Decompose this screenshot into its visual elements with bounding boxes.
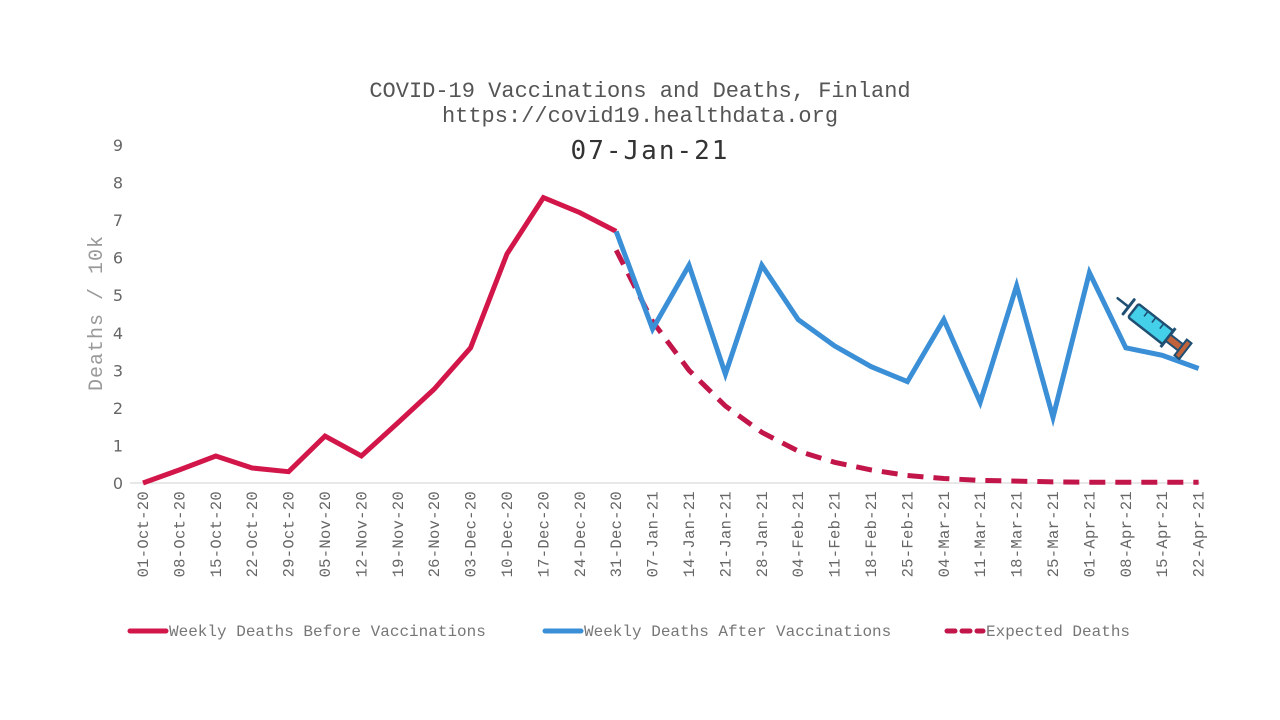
legend-item: Expected Deaths: [944, 623, 1130, 641]
x-tick-label: 18-Feb-21: [863, 491, 881, 577]
y-tick-label: 6: [113, 249, 123, 268]
chart-subtitle: https://covid19.healthdata.org: [442, 104, 838, 129]
x-tick-label: 15-Apr-21: [1154, 491, 1172, 577]
legend-item: Weekly Deaths Before Vaccinations: [127, 623, 486, 641]
y-tick-label: 0: [113, 474, 123, 493]
x-tick-label: 08-Oct-20: [171, 491, 189, 577]
legend: Weekly Deaths Before Vaccinations Weekly …: [127, 623, 1130, 641]
x-tick-label: 12-Nov-20: [353, 491, 371, 577]
x-tick-label: 24-Dec-20: [572, 491, 590, 577]
x-tick-label: 31-Dec-20: [608, 491, 626, 577]
chart-header: COVID-19 Vaccinations and Deaths, Finlan…: [369, 79, 910, 166]
x-tick-label: 08-Apr-21: [1118, 491, 1136, 577]
legend-label: Expected Deaths: [986, 623, 1130, 641]
y-tick-label: 2: [113, 399, 123, 418]
x-tick-label: 25-Feb-21: [899, 491, 917, 577]
x-tick-label: 19-Nov-20: [390, 491, 408, 577]
legend-label: Weekly Deaths Before Vaccinations: [169, 623, 486, 641]
x-tick-label: 22-Apr-21: [1191, 491, 1209, 577]
x-tick-label: 25-Mar-21: [1045, 491, 1063, 577]
y-axis-label: Deaths / 10k: [86, 235, 109, 391]
y-tick-label: 5: [113, 286, 123, 305]
y-axis-ticks: 0 1 2 3 4 5 6 7 8 9: [113, 136, 123, 493]
x-axis-ticks: 01-Oct-20 08-Oct-20 15-Oct-20 22-Oct-20 29-O…: [135, 491, 1209, 577]
y-tick-label: 9: [113, 136, 123, 155]
series-line-1: [613, 230, 1200, 428]
y-tick-label: 1: [113, 436, 123, 455]
x-tick-label: 11-Feb-21: [827, 491, 845, 577]
x-tick-label: 01-Oct-20: [135, 491, 153, 577]
x-tick-label: 14-Jan-21: [681, 491, 699, 577]
series-layer: [142, 194, 1200, 486]
x-tick-label: 11-Mar-21: [972, 491, 990, 577]
x-tick-label: 10-Dec-20: [499, 491, 517, 577]
date-label: 07-Jan-21: [571, 136, 730, 166]
series-line-0: [142, 194, 618, 486]
y-tick-label: 8: [113, 174, 123, 193]
x-tick-label: 17-Dec-20: [535, 491, 553, 577]
y-tick-label: 3: [113, 361, 123, 380]
x-tick-label: 04-Mar-21: [936, 491, 954, 577]
x-tick-label: 15-Oct-20: [208, 491, 226, 577]
x-tick-label: 26-Nov-20: [426, 491, 444, 577]
series-line-2: [613, 249, 1199, 485]
x-tick-label: 03-Dec-20: [463, 491, 481, 577]
x-tick-label: 05-Nov-20: [317, 491, 335, 577]
x-tick-label: 29-Oct-20: [281, 491, 299, 577]
syringe-icon: [1116, 296, 1193, 361]
x-tick-label: 28-Jan-21: [754, 491, 772, 577]
x-tick-label: 04-Feb-21: [790, 491, 808, 577]
y-tick-label: 7: [113, 211, 123, 230]
chart-title: COVID-19 Vaccinations and Deaths, Finlan…: [369, 79, 910, 104]
x-tick-label: 07-Jan-21: [645, 491, 663, 577]
x-tick-label: 18-Mar-21: [1009, 491, 1027, 577]
y-tick-label: 4: [113, 324, 123, 343]
x-tick-label: 21-Jan-21: [717, 491, 735, 577]
x-tick-label: 22-Oct-20: [244, 491, 262, 577]
legend-item: Weekly Deaths After Vaccinations: [542, 623, 891, 641]
legend-label: Weekly Deaths After Vaccinations: [584, 623, 891, 641]
x-tick-label: 01-Apr-21: [1081, 491, 1099, 577]
